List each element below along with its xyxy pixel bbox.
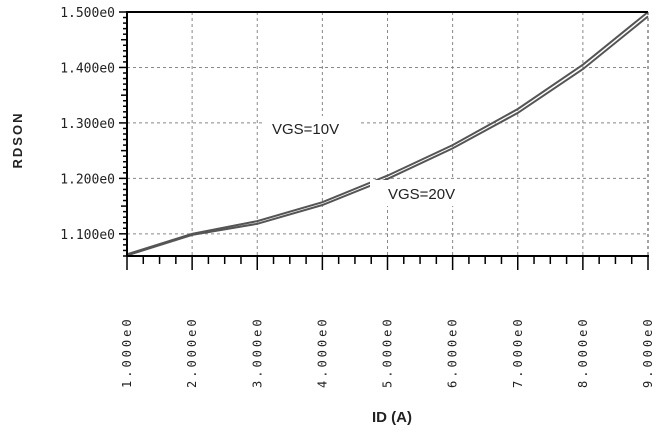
y-tick-label: 1.200e0 [60, 172, 115, 187]
series-line-vgs20 [126, 15, 649, 257]
series-lines [126, 11, 649, 257]
x-tick-label: 2.000e0 [185, 316, 199, 388]
annotation-bg-vgs10 [262, 116, 360, 140]
y-tick-label: 1.400e0 [60, 61, 115, 76]
x-tick-label: 5.000e0 [381, 316, 395, 388]
x-tick-label: 1.000e0 [120, 316, 134, 388]
x-tick-label: 6.000e0 [446, 316, 460, 388]
annotation-vgs20: VGS=20V [388, 186, 455, 203]
y-tick-label: 1.500e0 [60, 6, 115, 21]
y-axis-label: RDSON [10, 112, 25, 169]
x-tick-label: 9.000e0 [641, 316, 655, 388]
x-tick-label: 7.000e0 [511, 316, 525, 388]
x-tick-label: 8.000e0 [576, 316, 590, 388]
series-line-vgs10 [126, 11, 649, 256]
x-axis-label: ID (A) [372, 409, 412, 426]
x-tick-label: 3.000e0 [250, 316, 264, 388]
y-tick-label: 1.300e0 [60, 117, 115, 132]
x-tick-label: 4.000e0 [315, 316, 329, 388]
annotation-vgs10: VGS=10V [272, 121, 339, 138]
y-tick-label: 1.100e0 [60, 228, 115, 243]
annotation-bg-vgs20 [370, 180, 498, 206]
y-tick-labels: 1.100e0 1.200e0 1.300e0 1.400e0 1.500e0 [60, 6, 115, 243]
x-tick-labels: 1.000e0 2.000e0 3.000e0 4.000e0 5.000e0 6.000… [120, 316, 655, 388]
axes [119, 11, 649, 270]
grid [127, 12, 648, 256]
